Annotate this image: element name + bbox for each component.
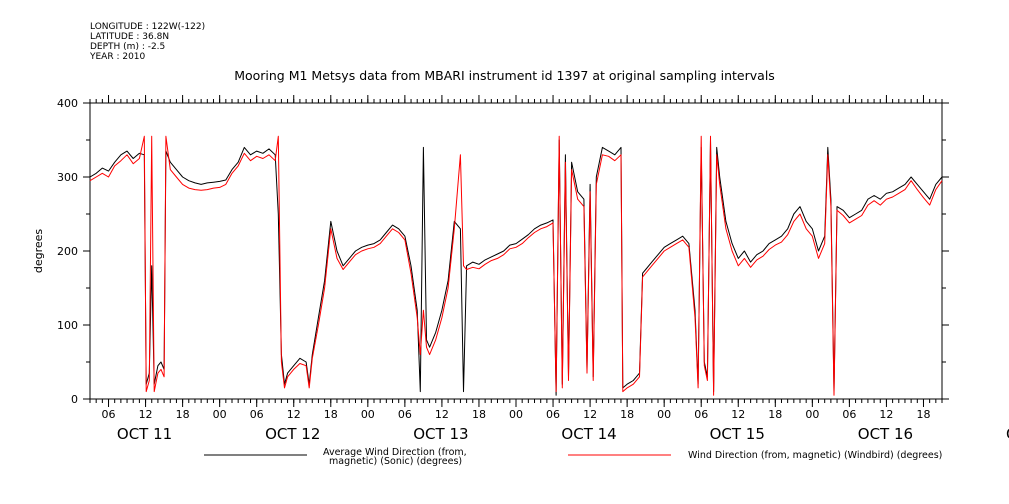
x-tick-label: 12: [435, 408, 449, 421]
x-tick-label: 00: [805, 408, 819, 421]
x-tick-label: 18: [916, 408, 930, 421]
depth-label: DEPTH (m) : -2.5: [90, 42, 166, 52]
x-tick-label: 18: [620, 408, 634, 421]
x-tick-label: 12: [583, 408, 597, 421]
x-tick-label: 06: [102, 408, 116, 421]
y-axis-label: degrees: [32, 229, 45, 274]
x-tick-label: 06: [694, 408, 708, 421]
chart-axes: 0 100 200 300 400 degrees 06 12 18 00 06 12 18 00 06 12…: [32, 95, 1009, 443]
metadata-block: LONGITUDE : 122W(-122) LATITUDE : 36.8N …: [90, 22, 205, 62]
legend-sonic-label-line2: magnetic) (Sonic) (degrees): [329, 456, 462, 467]
plot-frame: [89, 102, 943, 400]
y-tick-label: 100: [57, 319, 78, 332]
y-tick-label: 0: [71, 393, 78, 406]
x-day-label: OCT 17: [1006, 425, 1009, 443]
legend-windbird-label: Wind Direction (from, magnetic) (Windbir…: [688, 450, 942, 461]
x-tick-label: 06: [398, 408, 412, 421]
x-tick-label: 06: [546, 408, 560, 421]
latitude-label: LATITUDE : 36.8N: [90, 32, 170, 42]
x-day-label: OCT 12: [265, 425, 320, 443]
chart-title: Mooring M1 Metsys data from MBARI instru…: [234, 68, 775, 83]
x-tick-label: 06: [250, 408, 264, 421]
y-tick-label: 400: [57, 97, 78, 110]
chart-legend: Average Wind Direction (from, magnetic) …: [204, 447, 942, 467]
x-day-label: OCT 14: [561, 425, 616, 443]
x-tick-label: 18: [472, 408, 486, 421]
legend-sonic-label-line1: Average Wind Direction (from,: [323, 447, 467, 458]
x-day-label: OCT 16: [858, 425, 913, 443]
x-day-label: OCT 11: [117, 425, 172, 443]
x-tick-label: 18: [176, 408, 190, 421]
y-tick-label: 300: [57, 171, 78, 184]
series-line-sonic: [89, 139, 943, 396]
x-tick-label: 12: [287, 408, 301, 421]
y-tick-label: 200: [57, 245, 78, 258]
x-tick-label: 12: [879, 408, 893, 421]
year-label: YEAR : 2010: [90, 52, 146, 62]
x-tick-label: 12: [731, 408, 745, 421]
x-tick-label: 18: [768, 408, 782, 421]
series-layer: [89, 135, 943, 396]
series-line-windbird: [89, 135, 943, 396]
x-tick-label: 18: [324, 408, 338, 421]
x-day-label: OCT 15: [710, 425, 765, 443]
x-tick-label: 00: [213, 408, 227, 421]
x-tick-label: 00: [509, 408, 523, 421]
x-tick-label: 00: [361, 408, 375, 421]
x-tick-label: 12: [139, 408, 153, 421]
x-tick-label: 00: [657, 408, 671, 421]
x-day-label: OCT 13: [413, 425, 468, 443]
longitude-label: LONGITUDE : 122W(-122): [90, 22, 206, 32]
x-tick-label: 06: [842, 408, 856, 421]
